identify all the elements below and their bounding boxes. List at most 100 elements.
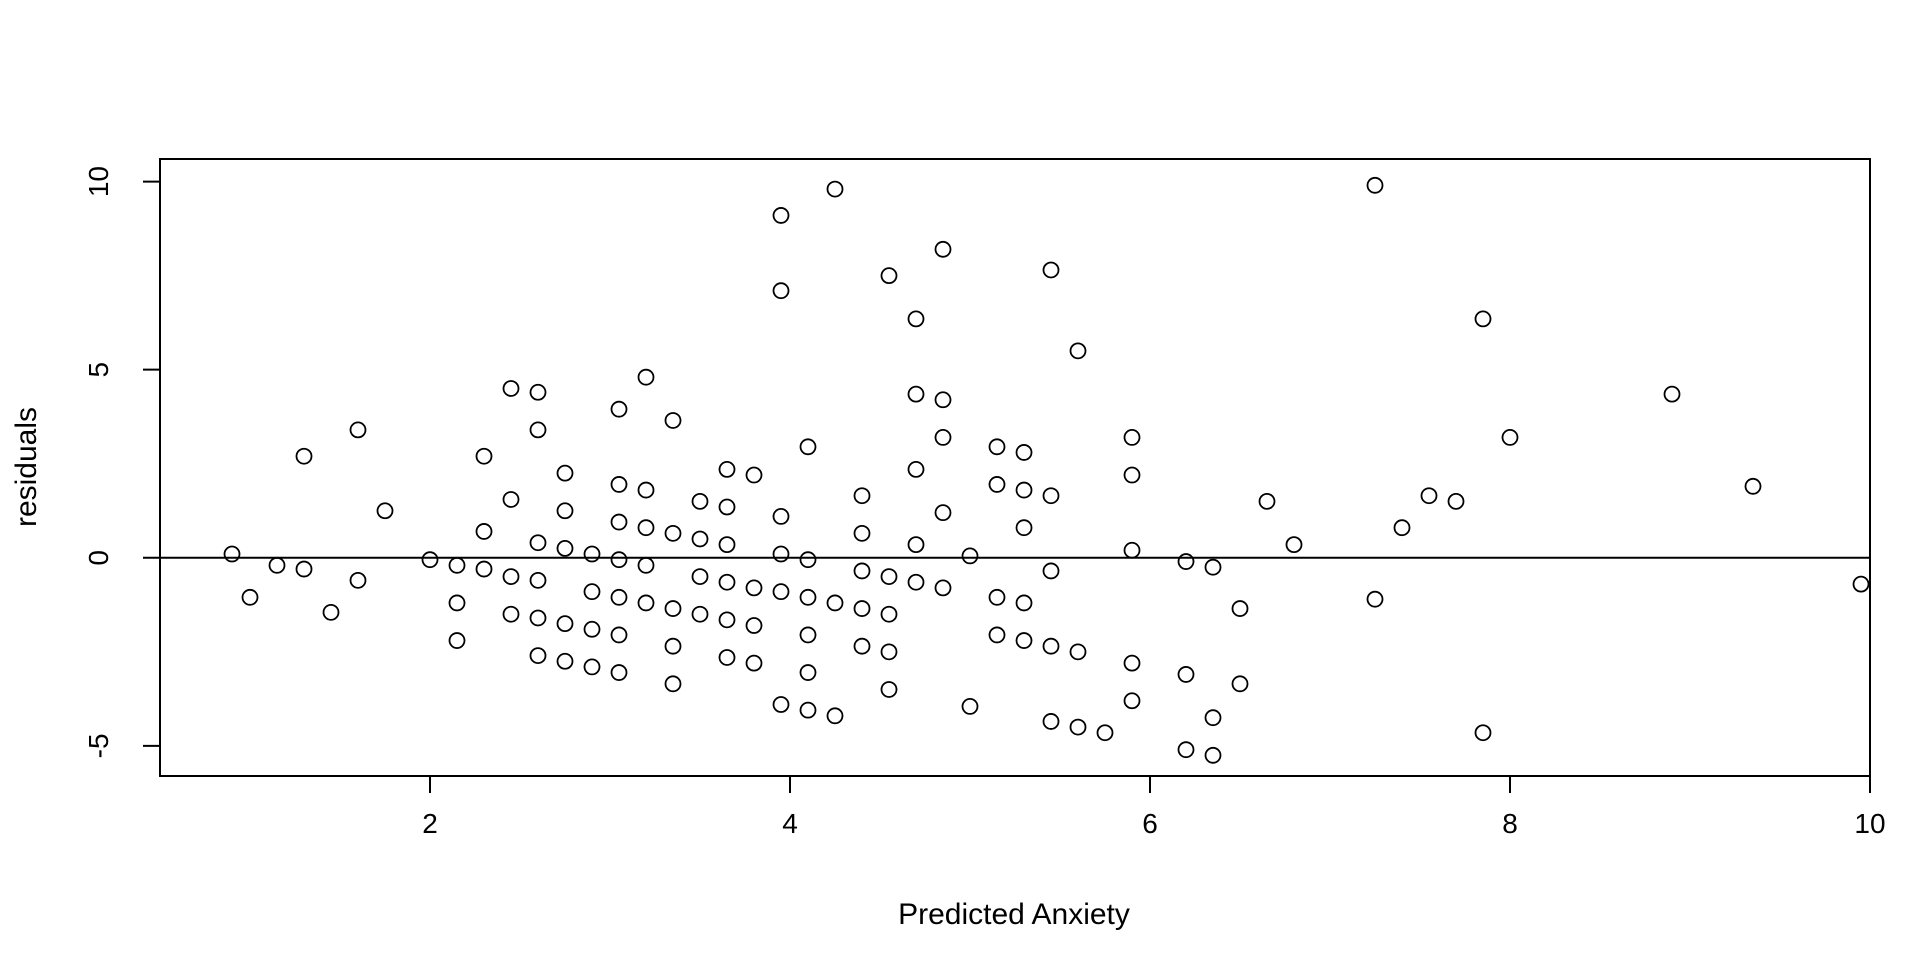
data-point [529,609,547,627]
y-axis: -5 0 5 10 [83,166,161,758]
data-point [718,611,736,629]
data-point [556,539,574,557]
y-tick-label: 5 [83,362,114,378]
data-point [556,652,574,670]
data-point [529,534,547,552]
data-point [691,530,709,548]
data-point [988,626,1006,644]
data-point [223,545,241,563]
data-point [610,664,628,681]
data-point [1285,536,1303,554]
data-point [691,568,709,586]
data-point [583,620,601,638]
data-point [1258,492,1276,510]
data-point [664,412,682,429]
data-point [529,383,547,401]
data-point [880,681,898,698]
data-point [1501,429,1519,446]
data-point [907,310,925,328]
y-tick-label: 0 [83,550,114,566]
data-point [1474,724,1492,742]
data-point [772,545,790,563]
data-point [1123,541,1141,559]
data-point [637,368,655,386]
data-point [322,603,340,621]
data-point [853,524,871,542]
data-point [934,579,952,597]
data-point [610,551,628,569]
data-point [799,438,817,456]
data-point [448,556,466,574]
x-tick-label: 8 [1502,808,1518,839]
data-point [880,605,898,623]
data-point [799,626,817,644]
data-point [475,560,493,578]
scatter-points [223,176,1870,764]
data-point [241,588,259,606]
data-point [718,573,736,591]
data-point [799,664,817,681]
y-tick-label: 10 [83,166,114,197]
data-point [376,502,394,520]
data-point [448,632,466,649]
x-tick-label: 6 [1142,808,1158,839]
data-point [610,513,628,531]
data-point [1204,558,1222,576]
data-point [1042,713,1060,730]
data-point [637,556,655,574]
y-tick-label: -5 [83,733,114,758]
data-point [1042,261,1060,279]
data-point [745,654,763,672]
data-point [988,476,1006,493]
data-point [1042,637,1060,655]
data-point [718,649,736,666]
data-point [502,605,520,623]
data-point [349,421,367,439]
data-point [502,380,520,397]
data-point [1231,675,1249,693]
data-point [583,583,601,601]
data-point [718,460,736,478]
data-point [556,464,574,482]
data-point [772,508,790,525]
data-point [772,282,790,300]
data-point [988,588,1006,606]
data-point [745,579,763,597]
data-point [1366,590,1384,608]
data-point [1123,654,1141,672]
data-point [1663,385,1681,403]
y-axis-label: residuals [10,407,43,527]
data-point [637,519,655,537]
data-point [1123,429,1141,446]
x-tick-label: 2 [422,808,438,839]
data-point [529,571,547,589]
data-point [745,617,763,634]
data-point [1096,724,1114,742]
data-point [1042,562,1060,580]
data-point [1177,666,1195,683]
data-point [1177,741,1195,759]
data-point [1393,519,1411,537]
data-point [1015,594,1033,612]
data-point [880,643,898,661]
data-point [448,594,466,612]
plot-frame [159,158,1871,777]
data-point [1015,632,1033,649]
data-point [1420,487,1438,505]
data-point [799,551,817,569]
data-point [907,536,925,554]
data-point [349,571,367,589]
data-point [853,600,871,617]
data-point [853,487,871,505]
data-point [1015,519,1033,537]
data-point [691,492,709,510]
data-point [421,551,439,569]
data-point [853,637,871,655]
data-point [934,504,952,522]
data-point [664,675,682,693]
data-point [1042,487,1060,505]
data-point [907,460,925,478]
data-point [799,588,817,606]
data-point [1123,466,1141,484]
data-point [475,523,493,540]
